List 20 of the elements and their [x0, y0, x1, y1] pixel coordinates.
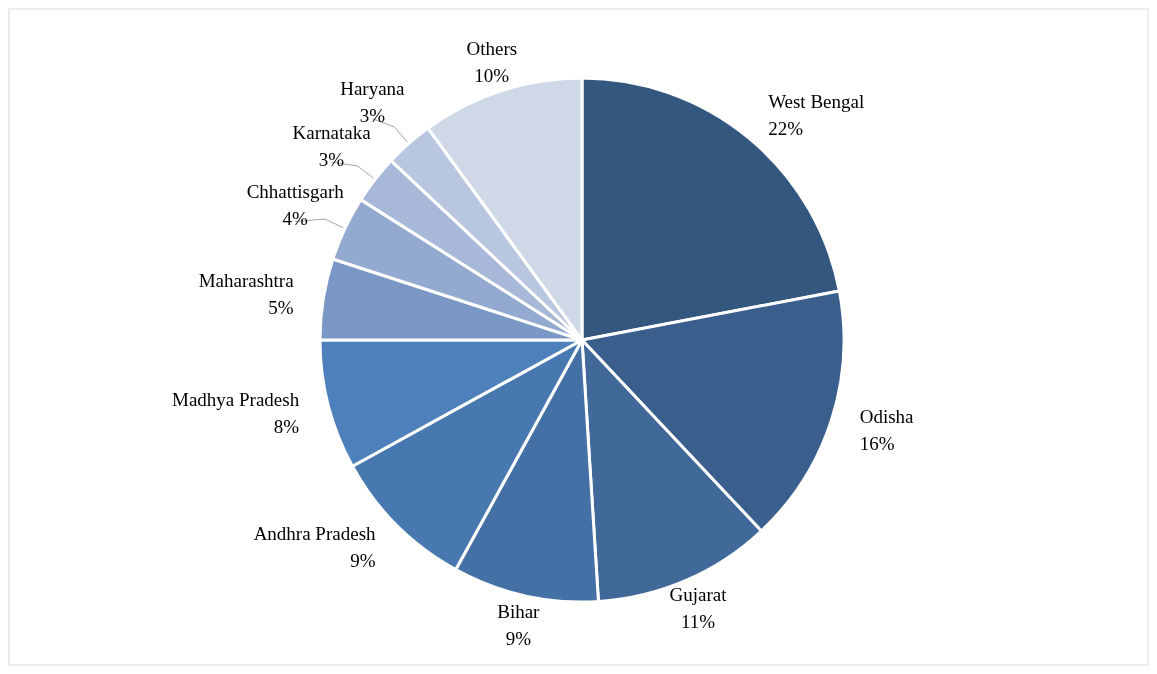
- slice-label: Madhya Pradesh: [172, 388, 300, 410]
- slice-label: Maharashtra: [198, 270, 295, 292]
- data-label: 8%: [273, 415, 300, 437]
- slice-label: Haryana: [340, 78, 406, 100]
- data-label: 22%: [768, 118, 804, 140]
- data-label: 9%: [505, 628, 532, 650]
- data-label: 10%: [474, 65, 510, 87]
- slice-label: Andhra Pradesh: [253, 522, 377, 544]
- data-label: 9%: [350, 549, 376, 571]
- slice-label: Others: [466, 38, 518, 60]
- data-label: 4%: [282, 208, 309, 230]
- data-label: 5%: [268, 297, 294, 319]
- slice-label: West Bengal: [768, 91, 865, 113]
- slice-label: Gujarat: [669, 584, 728, 606]
- data-label: 16%: [859, 433, 895, 455]
- slice-label: Bihar: [497, 601, 541, 623]
- slice-label: Chhattisgarh: [246, 181, 345, 203]
- data-label: 3%: [318, 148, 345, 170]
- data-label: 11%: [680, 611, 716, 633]
- slice-label: Odisha: [859, 406, 915, 428]
